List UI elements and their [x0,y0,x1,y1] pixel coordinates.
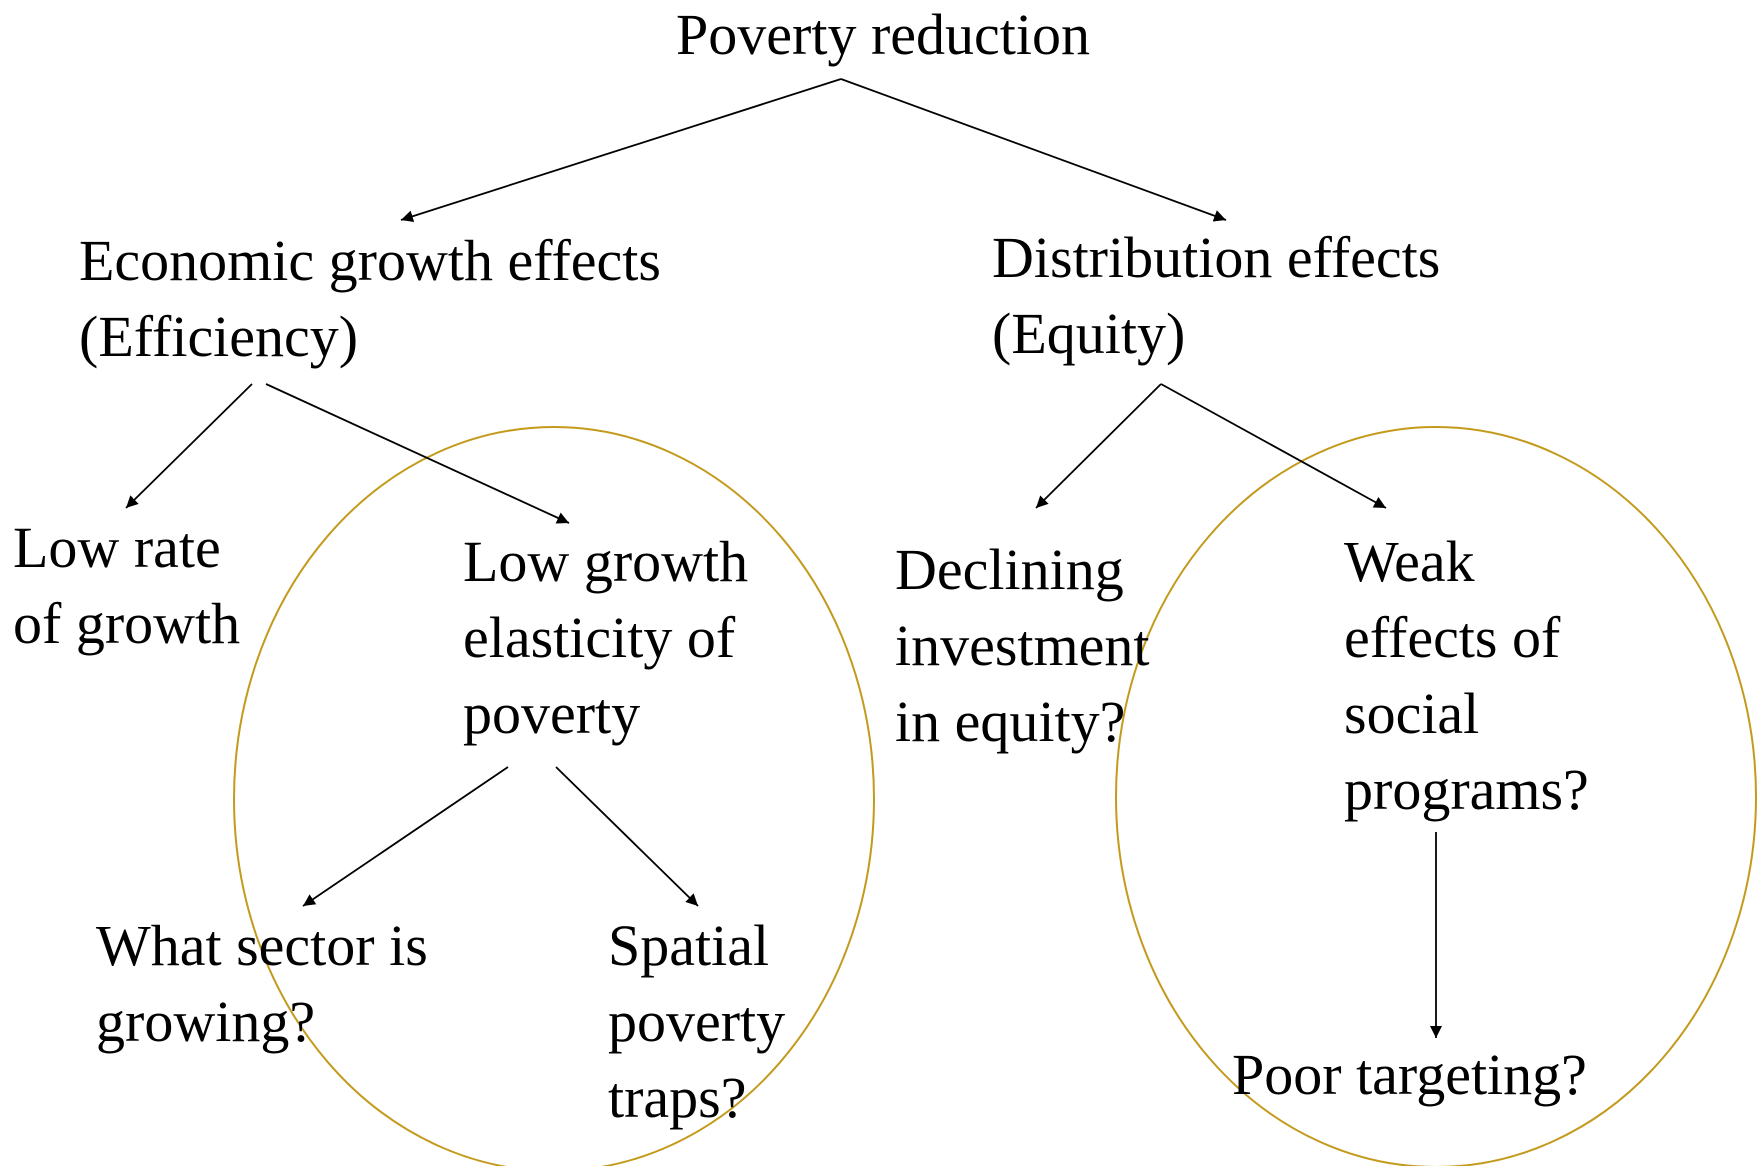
label-line: elasticity of [463,605,736,670]
label-line: Distribution effects [992,225,1440,290]
grouping-ellipse [233,426,875,1166]
label-line: poverty [608,989,785,1054]
label-line: What sector is [96,913,428,978]
label-line: Spatial [608,913,769,978]
arrow [302,766,509,907]
label-line: traps? [608,1065,747,1130]
label-line: Poor targeting? [1232,1042,1587,1107]
arrows [125,78,1442,1038]
label-line: Declining [895,537,1124,602]
node-label: Economic growth effects (Efficiency) [79,228,661,369]
label-line: (Equity) [992,301,1185,366]
label-line: poverty [463,681,640,746]
arrow [265,383,570,524]
label-line: investment [895,613,1150,678]
node-label: Poor targeting? [1232,1042,1587,1107]
arrow [1035,383,1162,509]
label-line: (Efficiency) [79,304,358,369]
node-label: Spatial poverty traps? [608,913,785,1130]
label-line: of growth [13,591,240,656]
label-line: Low growth [463,529,748,594]
label-line: programs? [1344,757,1589,822]
label-line: Weak [1344,529,1475,594]
node-label: Distribution effects (Equity) [992,225,1440,366]
arrow [400,78,842,223]
node-label: Low growth elasticity of poverty [463,529,748,746]
label-line: Poverty reduction [676,2,1090,67]
grouping-ellipse [1115,426,1757,1166]
label-line: Low rate [13,515,221,580]
arrow [125,383,253,509]
node-label: Declining investment in equity? [895,537,1150,754]
node-label: What sector is growing? [96,913,428,1054]
label-line: effects of [1344,605,1561,670]
arrow [840,78,1227,222]
node-label: Low rate of growth [13,515,240,656]
label-line: Economic growth effects [79,228,661,293]
node-label: Weak effects of social programs? [1344,529,1589,822]
arrow [555,766,699,907]
arrow [1160,383,1387,509]
node-label: Poverty reduction [676,2,1090,67]
label-line: social [1344,681,1479,746]
label-line: in equity? [895,689,1125,754]
label-line: growing? [96,989,315,1054]
